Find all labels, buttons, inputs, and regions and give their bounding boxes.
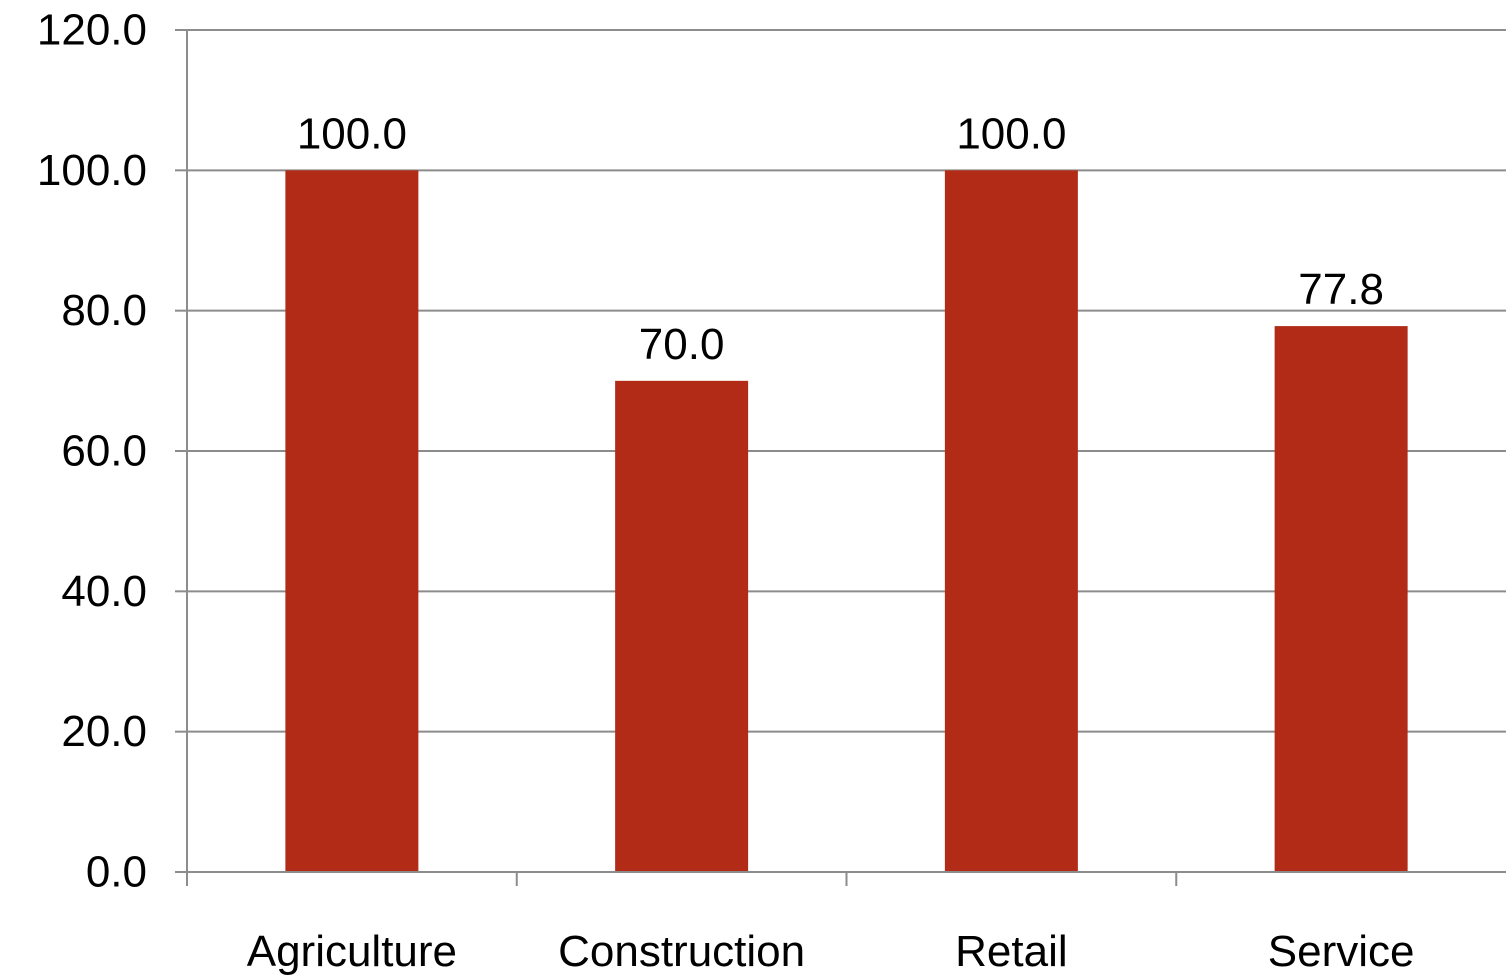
labels: 0.0 20.0 40.0 60.0 80.0 100.0 120.0 100.0 Agricu…	[37, 6, 1415, 977]
x-category-label: Retail	[955, 927, 1068, 976]
data-label: 77.8	[1298, 265, 1384, 314]
y-tick-label: 120.0	[37, 6, 147, 55]
y-tick-label: 20.0	[61, 707, 147, 756]
y-tick-label: 80.0	[61, 286, 147, 335]
y-tick-label: 60.0	[61, 427, 147, 476]
bars	[285, 170, 1408, 873]
axes	[175, 29, 1506, 886]
y-tick-label: 40.0	[61, 567, 147, 616]
data-label: 100.0	[297, 109, 407, 158]
data-label: 70.0	[639, 320, 725, 369]
x-category-label: Construction	[558, 927, 805, 976]
y-tick-label: 100.0	[37, 146, 147, 195]
y-tick-label: 0.0	[86, 848, 147, 897]
data-label: 100.0	[956, 109, 1066, 158]
bar	[285, 170, 419, 873]
x-category-label: Service	[1268, 927, 1415, 976]
bar	[1274, 326, 1408, 872]
x-category-label: Agriculture	[247, 927, 457, 976]
bar	[944, 170, 1078, 873]
bar	[615, 380, 749, 872]
